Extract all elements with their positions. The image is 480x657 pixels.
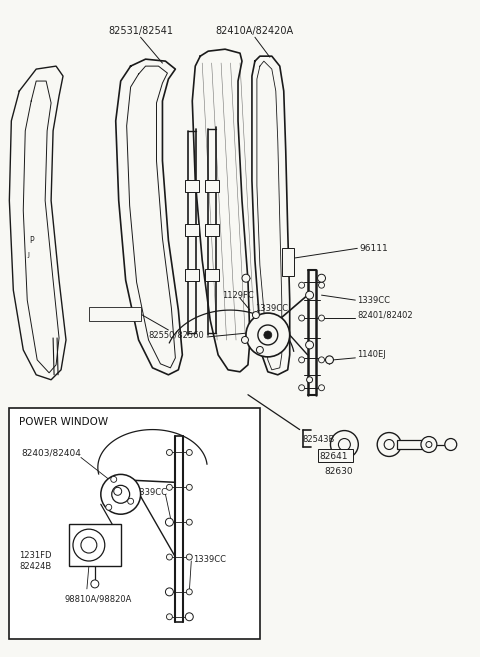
Bar	[205, 269, 219, 281]
Circle shape	[264, 331, 272, 339]
Bar	[185, 179, 199, 192]
Circle shape	[112, 486, 130, 503]
Circle shape	[319, 315, 324, 321]
Circle shape	[114, 487, 122, 495]
Circle shape	[338, 438, 350, 451]
Circle shape	[445, 438, 457, 451]
Circle shape	[185, 613, 193, 621]
Circle shape	[299, 315, 305, 321]
Circle shape	[246, 313, 290, 357]
Text: 1129FC: 1129FC	[222, 290, 254, 300]
Circle shape	[256, 346, 264, 353]
Bar	[69, 524, 120, 566]
Circle shape	[186, 589, 192, 595]
Bar	[397, 440, 427, 449]
Circle shape	[299, 283, 305, 288]
Circle shape	[242, 274, 250, 283]
Bar	[205, 225, 219, 237]
Circle shape	[186, 519, 192, 525]
Circle shape	[167, 519, 172, 525]
Bar	[89, 307, 141, 321]
Circle shape	[167, 614, 172, 620]
Text: 82630: 82630	[324, 467, 353, 476]
Bar	[318, 449, 353, 463]
Circle shape	[186, 554, 192, 560]
Circle shape	[377, 432, 401, 457]
Circle shape	[167, 449, 172, 455]
Text: 82531/82541: 82531/82541	[108, 26, 173, 36]
Circle shape	[101, 474, 141, 514]
Circle shape	[330, 430, 358, 459]
Bar	[185, 225, 199, 237]
Text: 1339CC: 1339CC	[133, 487, 167, 497]
Bar	[9, 407, 260, 639]
Text: 82403/82404: 82403/82404	[21, 449, 81, 458]
Circle shape	[325, 356, 334, 364]
Text: 82401/82402: 82401/82402	[357, 311, 413, 319]
Bar	[205, 179, 219, 192]
Bar	[185, 269, 199, 281]
Circle shape	[128, 498, 133, 505]
Text: 96111: 96111	[360, 244, 388, 253]
Circle shape	[186, 484, 192, 490]
Circle shape	[186, 449, 192, 455]
Text: P: P	[29, 236, 34, 245]
Text: 1231FD: 1231FD	[19, 551, 52, 560]
Circle shape	[241, 336, 249, 344]
Circle shape	[73, 529, 105, 561]
Circle shape	[307, 377, 312, 383]
Bar	[282, 248, 294, 276]
Text: 82550/82560: 82550/82560	[148, 330, 204, 340]
Circle shape	[258, 325, 278, 345]
Text: POWER WINDOW: POWER WINDOW	[19, 417, 108, 426]
Circle shape	[186, 614, 192, 620]
Circle shape	[167, 554, 172, 560]
Circle shape	[166, 518, 173, 526]
Circle shape	[421, 436, 437, 453]
Circle shape	[306, 291, 313, 299]
Circle shape	[166, 588, 173, 596]
Text: 1339CC: 1339CC	[255, 304, 288, 313]
Circle shape	[318, 274, 325, 283]
Circle shape	[252, 311, 259, 319]
Circle shape	[299, 385, 305, 391]
Text: 82424B: 82424B	[19, 562, 51, 572]
Circle shape	[106, 505, 112, 510]
Text: 82410A/82420A: 82410A/82420A	[216, 26, 294, 36]
Circle shape	[319, 283, 324, 288]
Text: 82543B: 82543B	[302, 435, 335, 444]
Text: 98810A/98820A: 98810A/98820A	[64, 595, 132, 603]
Circle shape	[91, 580, 99, 588]
Circle shape	[306, 341, 313, 349]
Text: J: J	[27, 252, 29, 258]
Text: 1339CC: 1339CC	[357, 296, 390, 305]
Text: 1339CC: 1339CC	[193, 555, 226, 564]
Circle shape	[111, 476, 117, 482]
Circle shape	[319, 357, 324, 363]
Circle shape	[299, 357, 305, 363]
Circle shape	[384, 440, 394, 449]
Text: 1140EJ: 1140EJ	[357, 350, 386, 359]
Text: 82641: 82641	[320, 452, 348, 461]
Text: 82532A: 82532A	[91, 311, 125, 319]
Circle shape	[319, 385, 324, 391]
Circle shape	[81, 537, 97, 553]
Circle shape	[167, 484, 172, 490]
Circle shape	[167, 589, 172, 595]
Circle shape	[426, 442, 432, 447]
